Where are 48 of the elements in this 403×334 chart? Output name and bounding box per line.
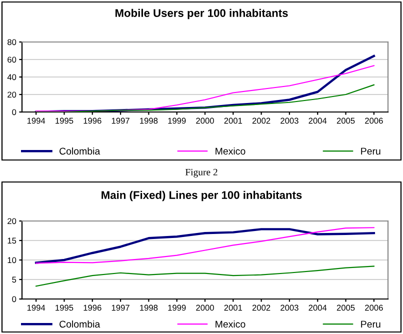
x-tick-label: 2002 xyxy=(252,304,270,311)
y-tick-label: 20 xyxy=(8,218,16,224)
x-tick-label: 2001 xyxy=(224,304,242,311)
legend-label: Mexico xyxy=(216,147,246,155)
y-tick-label: 5 xyxy=(12,276,16,283)
x-tick-label: 1997 xyxy=(112,304,130,311)
x-tick-label: 2003 xyxy=(280,118,298,124)
x-tick-label: 2000 xyxy=(196,118,214,124)
x-tick-label: 1995 xyxy=(56,118,74,124)
line-series xyxy=(36,266,374,287)
x-tick-label: 1994 xyxy=(27,118,46,124)
legend-label: Peru xyxy=(361,320,380,328)
x-tick-label: 2004 xyxy=(308,304,327,311)
x-tick-label: 2006 xyxy=(365,118,383,124)
chart-title: Mobile Users per 100 inhabitants xyxy=(115,8,288,20)
x-tick-label: 1994 xyxy=(27,304,46,311)
x-tick-label: 1998 xyxy=(140,118,158,124)
x-tick-label: 2006 xyxy=(365,304,383,311)
x-tick-label: 2005 xyxy=(336,118,355,124)
legend-label: Colombia xyxy=(60,147,100,155)
legend-label: Peru xyxy=(361,148,380,155)
x-tick-label: 1995 xyxy=(56,304,74,311)
legend-label: Colombia xyxy=(60,320,100,328)
y-tick-label: 40 xyxy=(7,74,16,80)
line-series xyxy=(36,84,374,112)
line-series xyxy=(34,54,376,112)
y-tick-label: 60 xyxy=(8,56,16,63)
y-tick-label: 0 xyxy=(12,109,16,116)
y-tick-label: 20 xyxy=(8,92,16,98)
y-tick-label: 0 xyxy=(12,296,16,302)
y-tick-label: 15 xyxy=(8,238,16,244)
y-tick-label: 80 xyxy=(8,39,16,46)
x-tick-label: 2004 xyxy=(308,118,327,124)
x-tick-label: 2002 xyxy=(252,118,270,124)
x-tick-label: 1996 xyxy=(84,118,102,124)
x-tick-label: 1997 xyxy=(112,118,130,124)
x-tick-label: 2005 xyxy=(336,304,355,311)
caption: Figure 2 xyxy=(185,168,218,178)
x-tick-label: 1996 xyxy=(84,304,102,311)
x-tick-label: 2003 xyxy=(280,304,298,311)
x-tick-label: 2001 xyxy=(224,118,242,124)
x-tick-label: 1998 xyxy=(140,304,158,311)
x-tick-label: 1999 xyxy=(168,304,186,311)
x-tick-label: 2000 xyxy=(196,304,214,311)
chart-title: Main (Fixed) Lines per 100 inhabitants xyxy=(102,190,302,202)
y-tick-label: 10 xyxy=(8,257,16,264)
legend-label: Mexico xyxy=(216,320,246,328)
x-tick-label: 1999 xyxy=(168,118,186,124)
